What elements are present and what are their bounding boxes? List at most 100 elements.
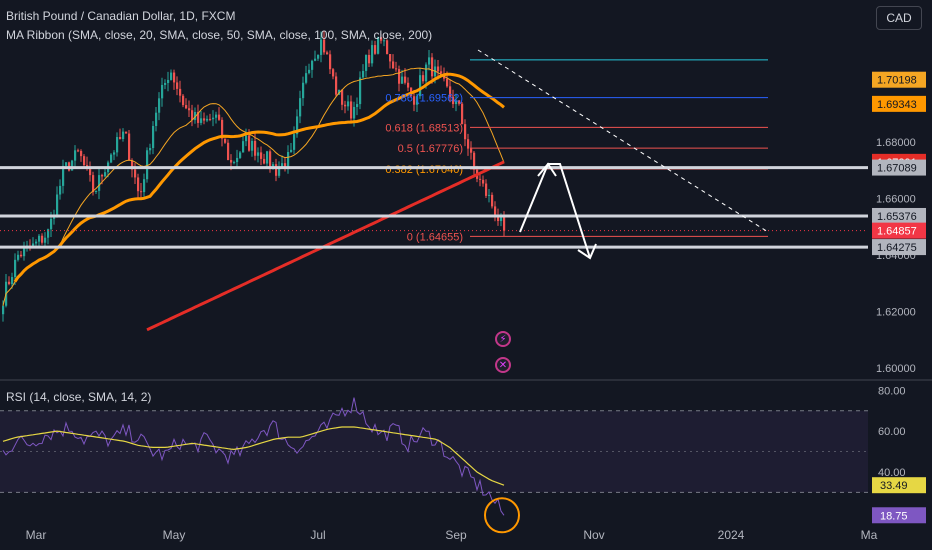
candle [188, 108, 191, 111]
rsi-tick-label: 60.00 [878, 426, 906, 438]
arrow-head-up [537, 162, 557, 177]
candle [95, 190, 98, 193]
candle [416, 96, 419, 105]
candle [278, 168, 281, 176]
candle [299, 98, 302, 117]
time-tick-label: Sep [445, 528, 467, 542]
candle [245, 135, 248, 142]
candle [155, 112, 158, 126]
candle [23, 247, 26, 257]
rsi-legend[interactable]: RSI (14, close, SMA, 14, 2) [6, 390, 152, 404]
candle [401, 76, 404, 84]
candle [218, 114, 221, 120]
candle [395, 68, 398, 70]
price-tick-label: 1.68000 [876, 137, 916, 149]
price-label-badge [872, 222, 926, 239]
candle [398, 69, 401, 84]
candle [2, 305, 5, 315]
candle [77, 150, 80, 152]
candle [176, 82, 179, 89]
candle [41, 235, 44, 243]
candle [152, 125, 155, 149]
candle [194, 111, 197, 121]
candle [212, 117, 215, 120]
candle [485, 183, 488, 196]
candle [92, 175, 95, 193]
candle [233, 162, 236, 164]
fib-label: 0.786 (1.69562) [385, 93, 463, 105]
currency-button[interactable]: CAD [876, 6, 922, 30]
candle [389, 53, 392, 62]
time-tick-label: Mar [26, 528, 47, 542]
candle [482, 179, 485, 184]
lightning-icon[interactable]: ⚡ [495, 331, 511, 347]
candle [422, 75, 425, 82]
candle [305, 73, 308, 83]
flag-icon[interactable]: ✕ [495, 357, 511, 373]
candle [374, 45, 377, 54]
candle [392, 61, 395, 69]
candle [377, 37, 380, 54]
candle [350, 101, 353, 119]
rsi-value-label: 18.75 [880, 510, 908, 522]
candle [284, 163, 287, 169]
candle [146, 150, 149, 180]
arrow-head-down [577, 243, 597, 260]
price-label-badge [872, 95, 926, 112]
candle [167, 79, 170, 83]
candle [263, 158, 266, 164]
candle [98, 175, 101, 191]
time-tick-label: Nov [583, 528, 604, 542]
candle [248, 135, 251, 151]
candle [224, 138, 227, 143]
candle [344, 104, 347, 107]
candle [362, 70, 365, 78]
candle [116, 137, 119, 153]
candle [281, 163, 284, 169]
ma-ribbon-legend[interactable]: MA Ribbon (SMA, close, 20, SMA, close, 5… [6, 28, 433, 42]
candle [161, 84, 164, 99]
candle [128, 133, 131, 161]
candle [140, 191, 143, 193]
candle [272, 164, 275, 168]
candle [38, 235, 41, 242]
candle [227, 142, 230, 161]
candle [53, 217, 56, 219]
candle [125, 131, 128, 134]
candle [404, 76, 407, 83]
candle [251, 140, 254, 151]
candle [257, 152, 260, 156]
price-label-badge [872, 207, 926, 224]
candle [14, 259, 17, 278]
candle [425, 64, 428, 82]
candle [464, 124, 467, 140]
rsi-tick-label: 40.00 [878, 467, 906, 479]
candle [47, 229, 50, 238]
candle [311, 60, 314, 70]
rsi-value-label: 33.49 [880, 480, 908, 492]
candle [293, 134, 296, 150]
candle [317, 54, 320, 59]
price-label-badge [872, 239, 926, 256]
candle [407, 82, 410, 88]
candle [200, 118, 203, 123]
candle [182, 95, 185, 106]
candle [380, 37, 383, 41]
candle [302, 82, 305, 99]
rsi-tick-label: 80.00 [878, 385, 906, 397]
candle [440, 71, 443, 74]
price-tick-label: 1.60000 [876, 363, 916, 375]
time-tick-label: Ma [861, 528, 878, 542]
price-label: 1.64275 [877, 242, 917, 254]
time-tick-label: May [163, 528, 186, 542]
candle [428, 57, 431, 65]
candle [326, 52, 329, 55]
price-label-badge [872, 159, 926, 176]
rsi-line [2, 397, 505, 516]
candle [290, 149, 293, 153]
oversold-highlight-circle [484, 497, 520, 534]
candle [230, 160, 233, 163]
price-tick-label: 1.62000 [876, 306, 916, 318]
candle [332, 69, 335, 77]
